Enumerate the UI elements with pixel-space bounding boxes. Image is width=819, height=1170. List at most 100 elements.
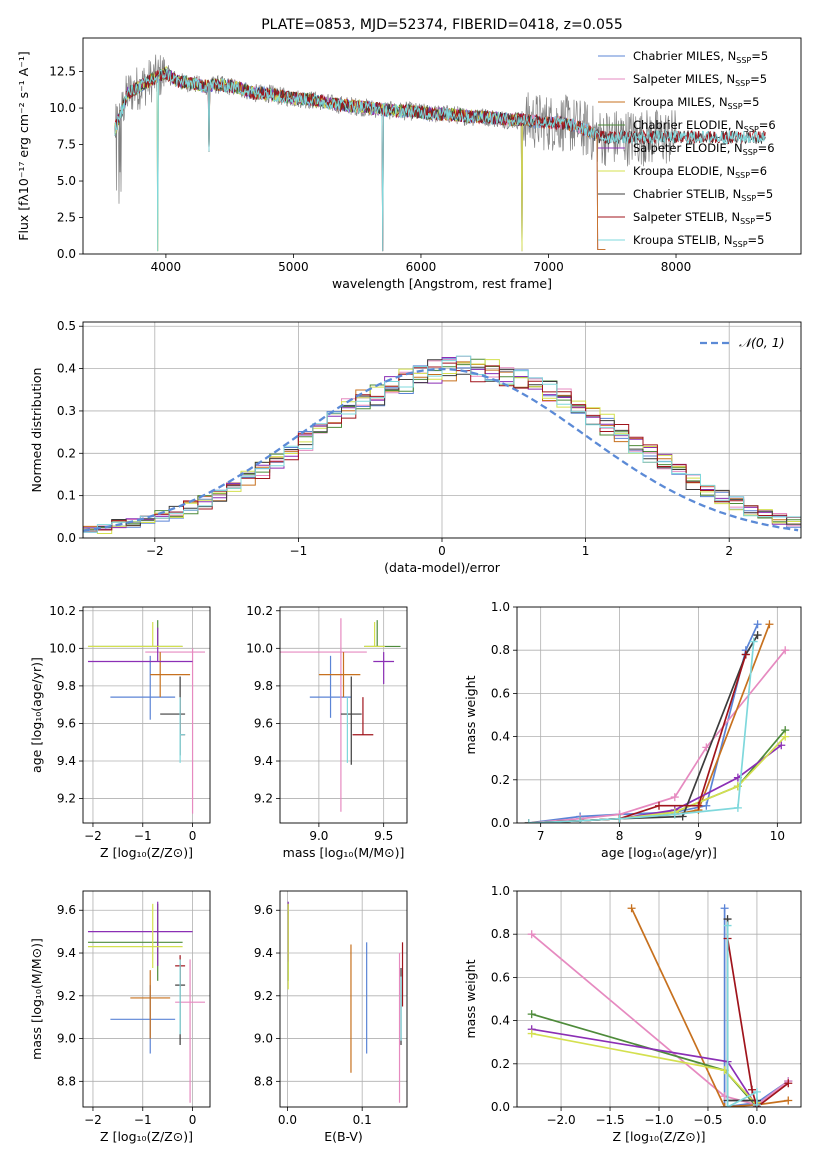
panel-age-vs-z: −2 −1 0 9.2 9.4 9.6 9.8 10.0 10.2 Z [log₁₀(Z/Z⊙)]…	[29, 604, 211, 860]
x-axis-label: E(B-V)	[324, 1129, 363, 1144]
mass-weight-marker	[627, 904, 636, 913]
mass-weight-marker	[720, 904, 729, 913]
y-tick-label: 9.2	[57, 989, 76, 1003]
mass-weight-line	[726, 925, 758, 1107]
mass-weight-line	[630, 907, 789, 1107]
mass-weight-marker	[752, 1087, 761, 1096]
legend-suffix: =6	[758, 141, 775, 155]
y-tick-label: 0.0	[57, 247, 76, 261]
y-tick-label: 9.6	[254, 716, 273, 730]
x-axis-label: Z [log₁₀(Z/Z⊙)]	[100, 1129, 193, 1144]
x-axis-label: mass [log₁₀(M/M⊙)]	[283, 845, 405, 860]
mass-weight-marker	[753, 631, 762, 640]
y-tick-label: 0.6	[491, 970, 510, 984]
mass-weight-marker	[723, 921, 732, 930]
x-tick-label: −2	[84, 829, 102, 843]
x-axis-label: Z [log₁₀(Z/Z⊙)]	[100, 845, 193, 860]
x-axis-label: Z [log₁₀(Z/Z⊙)]	[613, 1129, 706, 1144]
plot-area	[280, 891, 407, 1107]
normal-curve-line	[83, 367, 799, 532]
mass-weight-marker	[781, 732, 790, 741]
x-tick-label: 10	[770, 829, 785, 843]
x-tick-label: 4000	[151, 260, 182, 274]
y-tick-label: 5.0	[57, 174, 76, 188]
x-tick-label: 8	[616, 829, 624, 843]
x-tick-label: −1	[134, 829, 152, 843]
x-tick-label: 5000	[278, 260, 309, 274]
y-tick-label: 0.4	[491, 1014, 510, 1028]
y-tick-label: 9.4	[57, 946, 76, 960]
x-tick-label: 7	[537, 829, 545, 843]
mass-weight-marker	[720, 1103, 729, 1107]
y-tick-label: 9.2	[254, 792, 273, 806]
y-tick-label: 0.8	[491, 927, 510, 941]
y-tick-label: 0.8	[491, 643, 510, 657]
mass-weight-marker	[524, 819, 533, 823]
legend-label: Chabrier MILES, NSSP=5	[633, 49, 768, 65]
y-tick-label: 12.5	[49, 65, 76, 79]
y-tick-label: 0.0	[491, 1100, 510, 1114]
panel-spectrum: 4000 5000 6000 7000 8000 0.0 2.5 5.0 7.5 10.0 12.5…	[16, 17, 802, 291]
axes-frame	[279, 606, 408, 824]
legend-subscript: SSP	[735, 171, 750, 180]
legend-subscript: SSP	[740, 217, 755, 226]
y-tick-label: 0.4	[57, 362, 76, 376]
y-tick-label: 10.0	[49, 641, 76, 655]
plot-area	[517, 607, 801, 823]
y-tick-label: 9.0	[57, 1032, 76, 1046]
x-tick-label: 0.0	[747, 1113, 766, 1127]
panel-age-vs-mass: 9.0 9.5 9.2 9.4 9.6 9.8 10.0 10.2 mass [log₁₀(M/…	[246, 604, 408, 860]
y-axis-label: Normed distribution	[29, 368, 44, 493]
y-tick-label: 0.2	[57, 446, 76, 460]
mass-weight-line	[528, 623, 771, 823]
y-tick-label: 0.2	[491, 1057, 510, 1071]
axes-frame	[82, 37, 802, 255]
y-tick-label: 0.2	[491, 773, 510, 787]
mass-weight-line	[723, 908, 789, 1107]
x-tick-label: 0	[189, 1113, 197, 1127]
legend-subscript: SSP	[733, 240, 748, 249]
x-tick-label: −0.5	[693, 1113, 722, 1127]
plot-area	[114, 54, 766, 252]
mass-weight-marker	[655, 801, 663, 810]
legend-label: Chabrier ELODIE, NSSP=6	[633, 118, 776, 134]
legend-label: Kroupa STELIB, NSSP=5	[633, 233, 764, 249]
plot-area	[517, 891, 801, 1107]
legend-label: Salpeter MILES, NSSP=5	[633, 72, 767, 88]
legend-suffix: =5	[748, 233, 765, 247]
model-spectrum-line	[114, 70, 766, 252]
x-tick-label: −1.5	[595, 1113, 624, 1127]
y-tick-label: 0.1	[57, 489, 76, 503]
mass-weight-marker	[784, 1096, 793, 1105]
plot-area	[83, 322, 801, 538]
y-tick-label: 7.5	[57, 138, 76, 152]
chart-title: PLATE=0853, MJD=52374, FIBERID=0418, z=0…	[261, 17, 623, 33]
mass-weight-marker	[781, 646, 790, 655]
y-tick-label: 0.6	[491, 686, 510, 700]
legend-label: Kroupa MILES, NSSP=5	[633, 95, 759, 111]
legend-label: 𝒩(0, 1)	[739, 335, 785, 350]
y-axis-label: Flux [fλ10⁻¹⁷ erg cm⁻² s⁻¹ A⁻¹]	[16, 51, 31, 240]
y-tick-label: 9.4	[254, 946, 273, 960]
mass-weight-marker	[670, 793, 679, 802]
y-tick-label: 9.8	[254, 679, 273, 693]
legend-label: Salpeter STELIB, NSSP=5	[633, 210, 772, 226]
x-tick-label: 0	[189, 829, 197, 843]
x-tick-label: 0	[438, 544, 446, 558]
x-tick-label: 7000	[533, 260, 564, 274]
panel-mass-vs-z: −2 −1 0 8.8 9.0 9.2 9.4 9.6 Z [log₁₀(Z/Z⊙)] mass …	[29, 890, 211, 1144]
y-tick-label: 10.2	[49, 604, 76, 618]
model-spectrum-line	[114, 67, 606, 252]
x-tick-label: 9.5	[374, 829, 393, 843]
y-axis-label: age [log₁₀(age/yr)]	[29, 657, 44, 773]
mass-weight-marker	[784, 1079, 793, 1088]
mass-weight-line	[528, 649, 786, 823]
y-axis-label: mass [log₁₀(M/M⊙)]	[29, 938, 44, 1060]
y-tick-label: 9.4	[254, 754, 273, 768]
y-tick-label: 9.2	[254, 989, 273, 1003]
plot-area	[280, 607, 407, 823]
legend-suffix: =5	[756, 187, 773, 201]
y-tick-label: 9.2	[57, 792, 76, 806]
legend-subscript: SSP	[736, 56, 751, 65]
